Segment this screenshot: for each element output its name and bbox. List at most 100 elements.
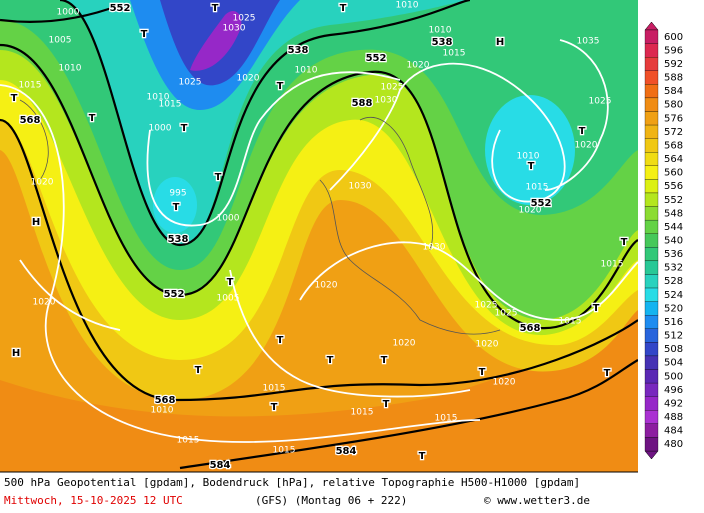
map-label: 1000: [217, 214, 240, 224]
legend-swatch: [644, 165, 659, 180]
legend-swatch: [644, 247, 659, 262]
legend-label: 532: [664, 263, 683, 274]
map-label: 1020: [315, 281, 338, 291]
map-label: 552: [366, 53, 387, 64]
legend-swatch: [644, 342, 659, 357]
legend-swatch: [644, 423, 659, 438]
map-label: 1000: [149, 124, 172, 134]
legend-swatch: [644, 328, 659, 343]
map-label: T: [212, 3, 219, 14]
map-label: 1015: [177, 436, 200, 446]
map-label: 1015: [526, 183, 549, 193]
legend-swatch: [644, 206, 659, 221]
legend-swatch: [644, 43, 659, 58]
map-label: 1010: [517, 152, 540, 162]
map-label: T: [621, 237, 628, 248]
map-label: 1015: [559, 317, 582, 327]
legend-label: 512: [664, 331, 683, 342]
map-label: 1020: [33, 298, 56, 308]
legend-label: 516: [664, 317, 683, 328]
legend-label: 500: [664, 371, 683, 382]
legend-swatch: [644, 57, 659, 71]
legend-swatch: [644, 260, 659, 275]
map-label: 1025: [233, 14, 256, 24]
legend-label: 580: [664, 100, 683, 111]
legend-label: 560: [664, 168, 683, 179]
legend-label: 596: [664, 45, 683, 56]
map-label: 1000: [57, 8, 80, 18]
legend-label: 548: [664, 208, 683, 219]
map-label: 1015: [263, 384, 286, 394]
caption-credit: © www.wetter3.de: [484, 494, 590, 507]
map-label: T: [604, 368, 611, 379]
caption-date: Mittwoch, 15-10-2025 12 UTC: [4, 494, 183, 507]
map-label: 1015: [435, 414, 458, 424]
legend-swatch: [644, 274, 659, 289]
map-label: 1025: [495, 309, 518, 319]
map-label: 584: [210, 460, 231, 471]
map-label: 1015: [351, 408, 374, 418]
legend-swatch: [644, 124, 659, 139]
map-label: 588: [352, 98, 373, 109]
legend-swatch: [644, 382, 659, 397]
legend-label: 520: [664, 303, 683, 314]
legend-swatch: [644, 84, 659, 99]
map-label: T: [271, 402, 278, 413]
map-label: 568: [155, 395, 176, 406]
map-label: 538: [168, 234, 189, 245]
legend-label: 572: [664, 127, 683, 138]
map-label: T: [528, 161, 535, 172]
map-label: 1010: [147, 93, 170, 103]
map-label: T: [89, 113, 96, 124]
map-label: 1025: [589, 97, 612, 107]
map-label: T: [215, 172, 222, 183]
map-label: 1010: [295, 66, 318, 76]
map-label: 1015: [273, 446, 296, 456]
map-label: T: [181, 123, 188, 134]
map-label: T: [141, 29, 148, 40]
legend-swatch: [644, 301, 659, 316]
map-label: T: [419, 451, 426, 462]
legend-swatch: [644, 97, 659, 112]
legend-swatch: [644, 70, 659, 85]
legend-label: 492: [664, 398, 683, 409]
map-label: T: [327, 355, 334, 366]
legend-swatch: [644, 287, 659, 302]
legend-swatch: [644, 192, 659, 207]
map-label: 1025: [475, 301, 498, 311]
map-label: 995: [169, 189, 186, 199]
legend-label: 524: [664, 290, 683, 301]
map-label: 1030: [349, 182, 372, 192]
map-label: T: [173, 202, 180, 213]
map-label: 1020: [31, 178, 54, 188]
map-label: T: [381, 355, 388, 366]
map-label: T: [277, 81, 284, 92]
legend-swatch: [644, 152, 659, 166]
legend-label: 480: [664, 439, 683, 450]
map-label: 552: [164, 289, 185, 300]
legend-label: 484: [664, 426, 683, 437]
map-label: 1020: [407, 61, 430, 71]
legend-label: 528: [664, 276, 683, 287]
map-label: 584: [336, 446, 357, 457]
map-label: 1005: [217, 294, 240, 304]
legend-swatch: [644, 315, 659, 329]
map-label: 1030: [423, 243, 446, 253]
map-label: T: [277, 335, 284, 346]
map-label: 1030: [375, 96, 398, 106]
map-label: 1010: [396, 1, 419, 11]
legend-swatch: [644, 111, 659, 126]
legend-label: 600: [664, 32, 683, 43]
map-label: 538: [288, 45, 309, 56]
map-label: H: [496, 37, 504, 48]
map-label: 1010: [429, 26, 452, 36]
map-label: 1020: [393, 339, 416, 349]
map-label: H: [12, 348, 20, 359]
map-label: 1025: [381, 83, 404, 93]
map-label: T: [579, 126, 586, 137]
map-label: 552: [531, 198, 552, 209]
map-label: 1035: [577, 37, 600, 47]
map-label: 538: [432, 37, 453, 48]
legend-label: 564: [664, 154, 683, 165]
legend-label: 488: [664, 412, 683, 423]
